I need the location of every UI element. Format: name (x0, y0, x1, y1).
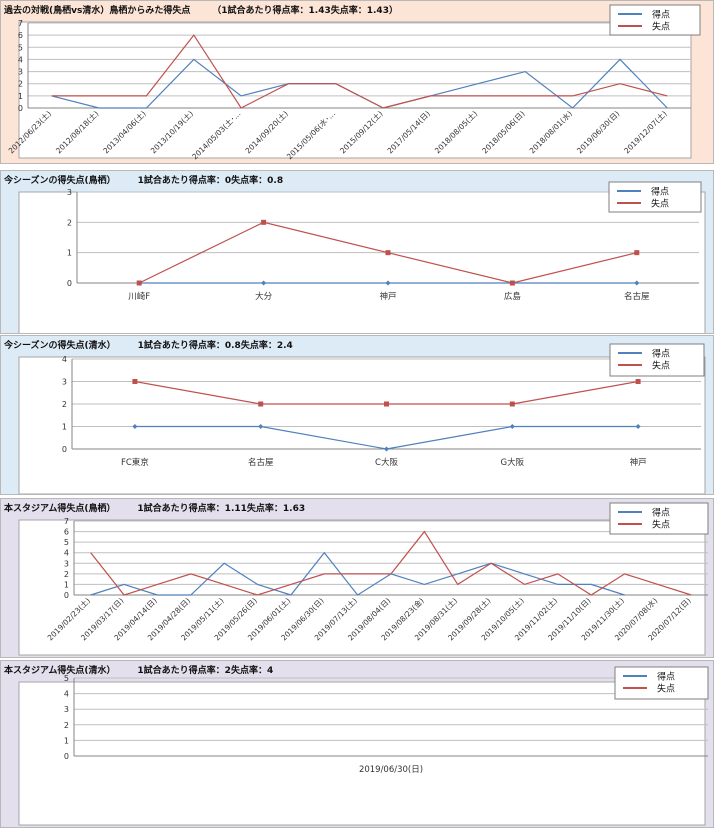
chart-title: 今シーズンの得失点(鳥栖） 1試合あたり得点率：0失点率：0.8 (4, 176, 284, 186)
y-tick-label: 2 (64, 721, 69, 730)
legend-label-scored: 得点 (652, 9, 670, 21)
chart-area (18, 191, 706, 333)
y-tick-label: 0 (18, 104, 23, 113)
chart-title: 本スタジアム得失点(鳥栖） 1試合あたり得点率：1.11失点率：1.63 (4, 504, 306, 514)
y-tick-label: 1 (62, 423, 67, 432)
data-point-conceded (634, 250, 640, 256)
data-point-scored (385, 280, 391, 286)
data-point-conceded (509, 401, 515, 407)
legend-box (614, 666, 709, 700)
y-tick-label: 4 (62, 355, 67, 364)
data-point-conceded (261, 219, 267, 225)
y-tick-label: 2 (64, 570, 69, 579)
chart-panel-history: 過去の対戦(鳥栖vs清水）鳥栖からみた得失点 （1試合あたり得点率：1.43失点… (0, 0, 714, 164)
data-point-conceded (635, 379, 641, 384)
chart-area (18, 356, 706, 494)
chart-svg-tosu-stadium: 012345672019/02/23(土)2019/03/17(日)2019/0… (18, 502, 709, 656)
legend-label-conceded: 失点 (652, 360, 670, 372)
data-point-conceded (509, 280, 515, 286)
data-point-conceded (132, 379, 138, 384)
y-tick-label: 2 (67, 218, 72, 227)
legend-box (609, 502, 709, 535)
data-point-conceded (136, 280, 142, 286)
x-tick-label: 川崎F (128, 291, 150, 302)
data-point-scored (132, 424, 138, 429)
data-point-conceded (258, 401, 264, 407)
data-point-scored (509, 424, 515, 429)
y-tick-label: 6 (18, 31, 23, 40)
series-line-conceded (51, 34, 668, 109)
legend-box (609, 343, 705, 377)
legend-label-scored: 得点 (652, 507, 670, 519)
x-tick-label: FC東京 (121, 457, 149, 468)
data-point-conceded (385, 250, 391, 256)
x-tick-label: 神戸 (630, 457, 647, 468)
y-tick-label: 1 (64, 736, 69, 745)
legend-label-scored: 得点 (657, 671, 675, 683)
y-tick-label: 0 (64, 591, 69, 600)
chart-title: 今シーズンの得失点(清水） 1試合あたり得点率：0.8失点率：2.4 (4, 341, 293, 351)
legend-box (608, 181, 702, 213)
x-tick-label: 名古屋 (624, 291, 650, 302)
chart-area (18, 681, 706, 826)
x-tick-label: 広島 (504, 291, 522, 302)
y-tick-label: 3 (64, 705, 69, 714)
legend-label-conceded: 失点 (657, 683, 675, 695)
x-tick-label: 大分 (255, 291, 273, 302)
data-point-scored (261, 280, 267, 286)
y-tick-label: 5 (18, 43, 23, 52)
y-tick-label: 0 (62, 445, 67, 454)
y-tick-label: 4 (64, 690, 69, 699)
y-tick-label: 5 (64, 538, 69, 547)
y-tick-label: 0 (67, 279, 72, 288)
chart-panel-shimizu-season: 今シーズンの得失点(清水） 1試合あたり得点率：0.8失点率：2.4 0 1 2 3 4… (0, 335, 714, 495)
data-point-scored (634, 280, 640, 286)
x-tick-label: 名古屋 (248, 457, 274, 468)
chart-panel-shimizu-stadium: 本スタジアム得失点(清水） 1試合あたり得点率：2失点率：4 0 1 2 3 4 5 201… (0, 660, 714, 828)
x-tick-label: G大阪 (501, 457, 525, 468)
legend-label-scored: 得点 (651, 186, 669, 198)
x-tick-label: C大阪 (375, 457, 398, 468)
chart-title: 本スタジアム得失点(清水） 1試合あたり得点率：2失点率：4 (4, 666, 274, 676)
y-tick-label: 0 (64, 752, 69, 761)
y-tick-label: 2 (18, 80, 23, 89)
y-tick-label: 1 (18, 92, 23, 101)
y-tick-label: 5 (64, 674, 69, 683)
y-tick-label: 3 (18, 68, 23, 77)
y-tick-label: 3 (64, 559, 69, 568)
x-tick-label: 神戸 (379, 291, 396, 302)
y-tick-label: 6 (64, 528, 69, 537)
legend-box (609, 4, 701, 36)
legend-label-scored: 得点 (652, 348, 670, 360)
x-tick-label: 2019/06/30(日) (359, 765, 423, 775)
y-tick-label: 2 (62, 400, 67, 409)
legend-label-conceded: 失点 (652, 21, 670, 33)
y-tick-label: 7 (18, 19, 23, 28)
chart-area (18, 21, 692, 159)
legend-label-conceded: 失点 (652, 519, 670, 531)
y-tick-label: 1 (67, 249, 72, 258)
y-tick-label: 3 (62, 378, 67, 387)
series-line-conceded (90, 530, 692, 596)
y-tick-label: 3 (67, 188, 72, 197)
chart-panel-tosu-season: 今シーズンの得失点(鳥栖） 1試合あたり得点率：0失点率：0.8 0 1 2 3 川崎F… (0, 170, 714, 334)
series-line-scored (90, 551, 625, 596)
y-tick-label: 1 (64, 580, 69, 589)
y-tick-label: 4 (64, 549, 69, 558)
data-point-conceded (384, 401, 389, 407)
chart-title: 過去の対戦(鳥栖vs清水）鳥栖からみた得失点 （1試合あたり得点率：1.43失点… (4, 6, 398, 16)
legend-label-conceded: 失点 (651, 198, 669, 210)
data-point-scored (258, 424, 264, 429)
data-point-scored (384, 446, 389, 452)
y-tick-label: 7 (64, 517, 69, 526)
y-tick-label: 4 (18, 55, 23, 64)
data-point-scored (635, 424, 641, 429)
